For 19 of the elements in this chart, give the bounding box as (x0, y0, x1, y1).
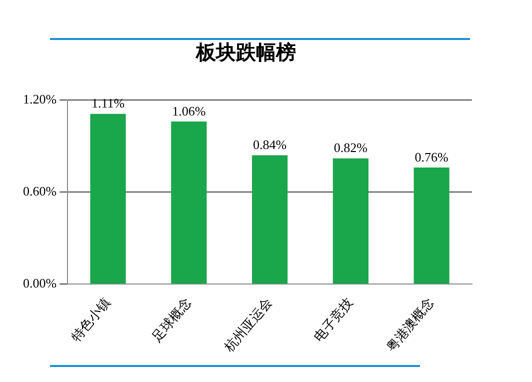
bar (332, 158, 368, 284)
x-tick-label: 足球概念 (149, 294, 194, 344)
bar (252, 155, 288, 284)
data-label: 1.11% (91, 96, 125, 111)
bar (414, 168, 450, 284)
chart-title: 板块跌幅榜 (195, 41, 296, 64)
bar (90, 114, 126, 284)
y-tick-label: 1.20% (22, 91, 57, 106)
y-tick-label: 0.00% (22, 276, 57, 291)
bar (171, 121, 207, 284)
x-tick-label: 电子竞技 (310, 294, 356, 344)
data-label: 0.82% (334, 140, 368, 156)
data-label: 0.84% (252, 137, 287, 152)
x-tick-label: 特色小镇 (68, 294, 114, 344)
data-label: 0.76% (414, 149, 449, 164)
y-tick-label: 0.60% (22, 184, 57, 199)
x-tick-label: 粤港澳概念 (383, 294, 437, 354)
x-tick-label: 杭州亚运会 (220, 294, 275, 355)
data-label: 1.06% (172, 103, 206, 118)
